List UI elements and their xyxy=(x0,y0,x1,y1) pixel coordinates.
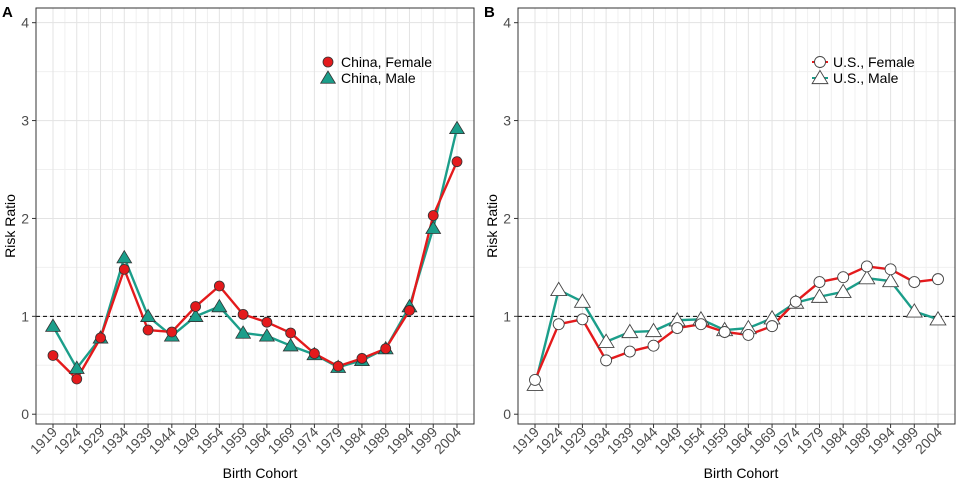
y-tick-label: 0 xyxy=(503,406,511,422)
data-point xyxy=(68,360,85,374)
data-point xyxy=(140,308,157,322)
data-point xyxy=(95,332,106,344)
data-point xyxy=(647,339,660,352)
y-tick-label: 1 xyxy=(503,308,511,324)
y-tick-label: 4 xyxy=(21,15,29,31)
y-axis-title: Risk Ratio xyxy=(2,194,18,258)
data-point xyxy=(235,325,252,339)
data-point xyxy=(451,156,463,168)
data-point xyxy=(282,337,299,352)
y-tick-label: 0 xyxy=(21,406,29,422)
data-point xyxy=(211,298,228,313)
panel-border xyxy=(35,7,475,425)
data-point xyxy=(694,318,707,331)
legend-key xyxy=(322,56,334,68)
data-point xyxy=(425,220,442,234)
y-tick-label: 2 xyxy=(21,210,29,226)
data-point xyxy=(766,320,779,333)
y-tick-label: 4 xyxy=(503,15,511,31)
data-point xyxy=(529,374,541,386)
data-point xyxy=(908,276,921,289)
data-point xyxy=(116,249,133,264)
data-point xyxy=(834,283,852,298)
data-point xyxy=(404,305,415,316)
data-point xyxy=(448,120,466,135)
data-point xyxy=(742,328,755,341)
data-point xyxy=(905,303,923,318)
data-point xyxy=(837,271,850,284)
data-point xyxy=(718,326,731,338)
data-point xyxy=(550,281,568,296)
data-point xyxy=(929,310,947,326)
data-point xyxy=(332,360,344,372)
data-point xyxy=(44,318,62,332)
series-group xyxy=(44,120,466,385)
panel-label: A xyxy=(2,4,13,21)
data-point xyxy=(671,322,684,335)
data-point xyxy=(597,333,615,348)
series-group xyxy=(526,260,947,391)
legend-label: U.S., Male xyxy=(833,70,899,86)
data-point xyxy=(47,350,59,361)
legend-key xyxy=(319,70,337,84)
data-point xyxy=(356,353,368,364)
legend-key xyxy=(811,69,829,85)
data-point xyxy=(187,308,204,322)
data-point xyxy=(213,280,225,292)
data-point xyxy=(644,322,663,338)
legend-label: China, Male xyxy=(341,70,416,86)
data-point xyxy=(789,295,802,308)
data-point xyxy=(881,272,900,288)
data-point xyxy=(427,210,439,221)
data-point xyxy=(309,348,320,359)
x-axis-title: Birth Cohort xyxy=(704,465,779,481)
grid xyxy=(36,8,474,424)
data-point xyxy=(118,263,130,275)
data-point xyxy=(860,260,873,273)
data-point xyxy=(380,343,392,355)
data-point xyxy=(932,273,944,286)
data-point xyxy=(576,313,589,326)
legend-key xyxy=(814,56,826,68)
data-point xyxy=(810,288,829,303)
y-tick-label: 3 xyxy=(503,113,511,129)
y-tick-label: 1 xyxy=(21,308,29,324)
data-point xyxy=(858,269,876,285)
series-line-china-female xyxy=(52,161,459,381)
y-tick-label: 2 xyxy=(503,210,511,226)
y-tick-label: 3 xyxy=(21,113,29,129)
data-point xyxy=(573,293,592,308)
panel-border xyxy=(517,7,956,425)
legend-label: U.S., Female xyxy=(833,54,915,70)
data-point xyxy=(142,324,154,336)
y-axis-title: Risk Ratio xyxy=(484,194,500,258)
data-point xyxy=(600,354,613,367)
data-point xyxy=(813,276,826,289)
x-axis-title: Birth Cohort xyxy=(223,465,298,481)
data-point xyxy=(552,318,565,331)
data-point xyxy=(166,326,178,338)
data-point xyxy=(285,327,297,339)
data-point xyxy=(71,373,83,385)
data-point xyxy=(237,308,249,320)
data-point xyxy=(621,323,639,339)
legend-label: China, Female xyxy=(341,54,432,70)
data-point xyxy=(258,328,275,342)
data-point xyxy=(261,316,273,328)
data-point xyxy=(623,345,636,358)
data-point xyxy=(884,263,897,276)
panel-label: B xyxy=(484,4,495,21)
data-point xyxy=(190,301,201,312)
